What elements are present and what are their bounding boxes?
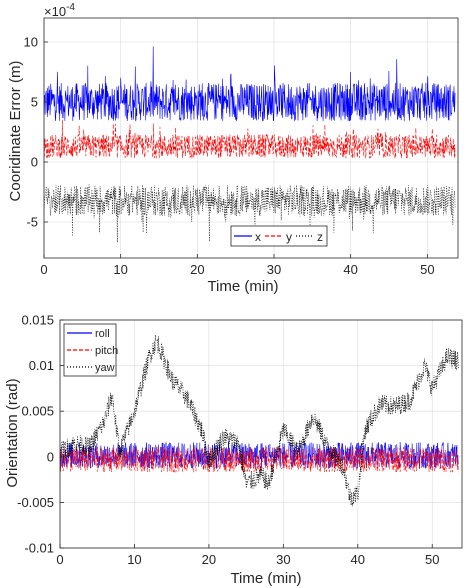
axis-exponent-label: ×10-4 — [44, 2, 75, 19]
series-line-pitch — [60, 445, 459, 474]
y-tick-label: 0 — [31, 155, 38, 170]
plot-area — [60, 320, 462, 548]
coordinate-error-panel: 0 10 20 30 40 50 -5 0 5 10 ×10-4 Time (min) Coor… — [7, 2, 459, 295]
x-tick-label: 30 — [267, 262, 281, 277]
x-tick-label: 20 — [190, 262, 204, 277]
legend-label-y: y — [286, 230, 292, 244]
y-tick-label: -5 — [26, 215, 38, 230]
legend: x y z — [230, 225, 328, 247]
axes-frame — [59, 319, 463, 549]
x-tick-label: 20 — [202, 552, 216, 567]
y-axis-label: Orientation (rad) — [4, 378, 21, 487]
x-tick-label: 50 — [420, 262, 434, 277]
y-tick-label: -0.01 — [24, 541, 54, 556]
y-tick-label: 5 — [31, 95, 38, 110]
legend-label-yaw: yaw — [95, 362, 115, 374]
x-axis-label: Time (min) — [230, 570, 301, 587]
y-tick-label: 0.005 — [21, 404, 54, 419]
x-axis-label: Time (min) — [207, 278, 278, 295]
x-tick-label: 40 — [343, 262, 357, 277]
x-axis-ticks: 0 10 20 30 40 50 — [40, 254, 435, 277]
y-tick-label: -0.005 — [17, 495, 54, 510]
legend: roll pitch yaw — [63, 323, 118, 377]
x-tick-label: 10 — [113, 262, 127, 277]
series-line-yaw — [60, 334, 459, 507]
x-axis-ticks: 0 10 20 30 40 50 — [56, 544, 439, 567]
y-axis-label: Cooridinate Error (m) — [7, 61, 24, 202]
series-line-roll — [60, 441, 459, 470]
orientation-panel: 0 10 20 30 40 50 -0.01 -0.005 0 0.005 0.01 0.015 T… — [4, 313, 463, 587]
x-tick-label: 50 — [425, 552, 439, 567]
y-tick-label: 0.01 — [29, 358, 54, 373]
legend-label-x: x — [255, 230, 261, 244]
series-line-z — [44, 184, 456, 243]
legend-label-z: z — [317, 230, 323, 244]
x-tick-label: 40 — [351, 552, 365, 567]
series-line-x — [44, 46, 456, 122]
legend-label-pitch: pitch — [95, 345, 118, 357]
y-axis-ticks: -0.01 -0.005 0 0.005 0.01 0.015 — [17, 313, 64, 556]
y-axis-ticks: -5 0 5 10 — [24, 35, 48, 230]
x-tick-label: 0 — [40, 262, 47, 277]
x-tick-label: 10 — [127, 552, 141, 567]
y-tick-label: 10 — [24, 35, 38, 50]
y-tick-label: 0 — [47, 449, 54, 464]
y-tick-label: 0.015 — [21, 313, 54, 328]
axes-frame — [43, 17, 459, 259]
legend-label-roll: roll — [95, 328, 110, 340]
x-tick-label: 0 — [56, 552, 63, 567]
series-line-y — [44, 119, 456, 160]
x-tick-label: 30 — [276, 552, 290, 567]
